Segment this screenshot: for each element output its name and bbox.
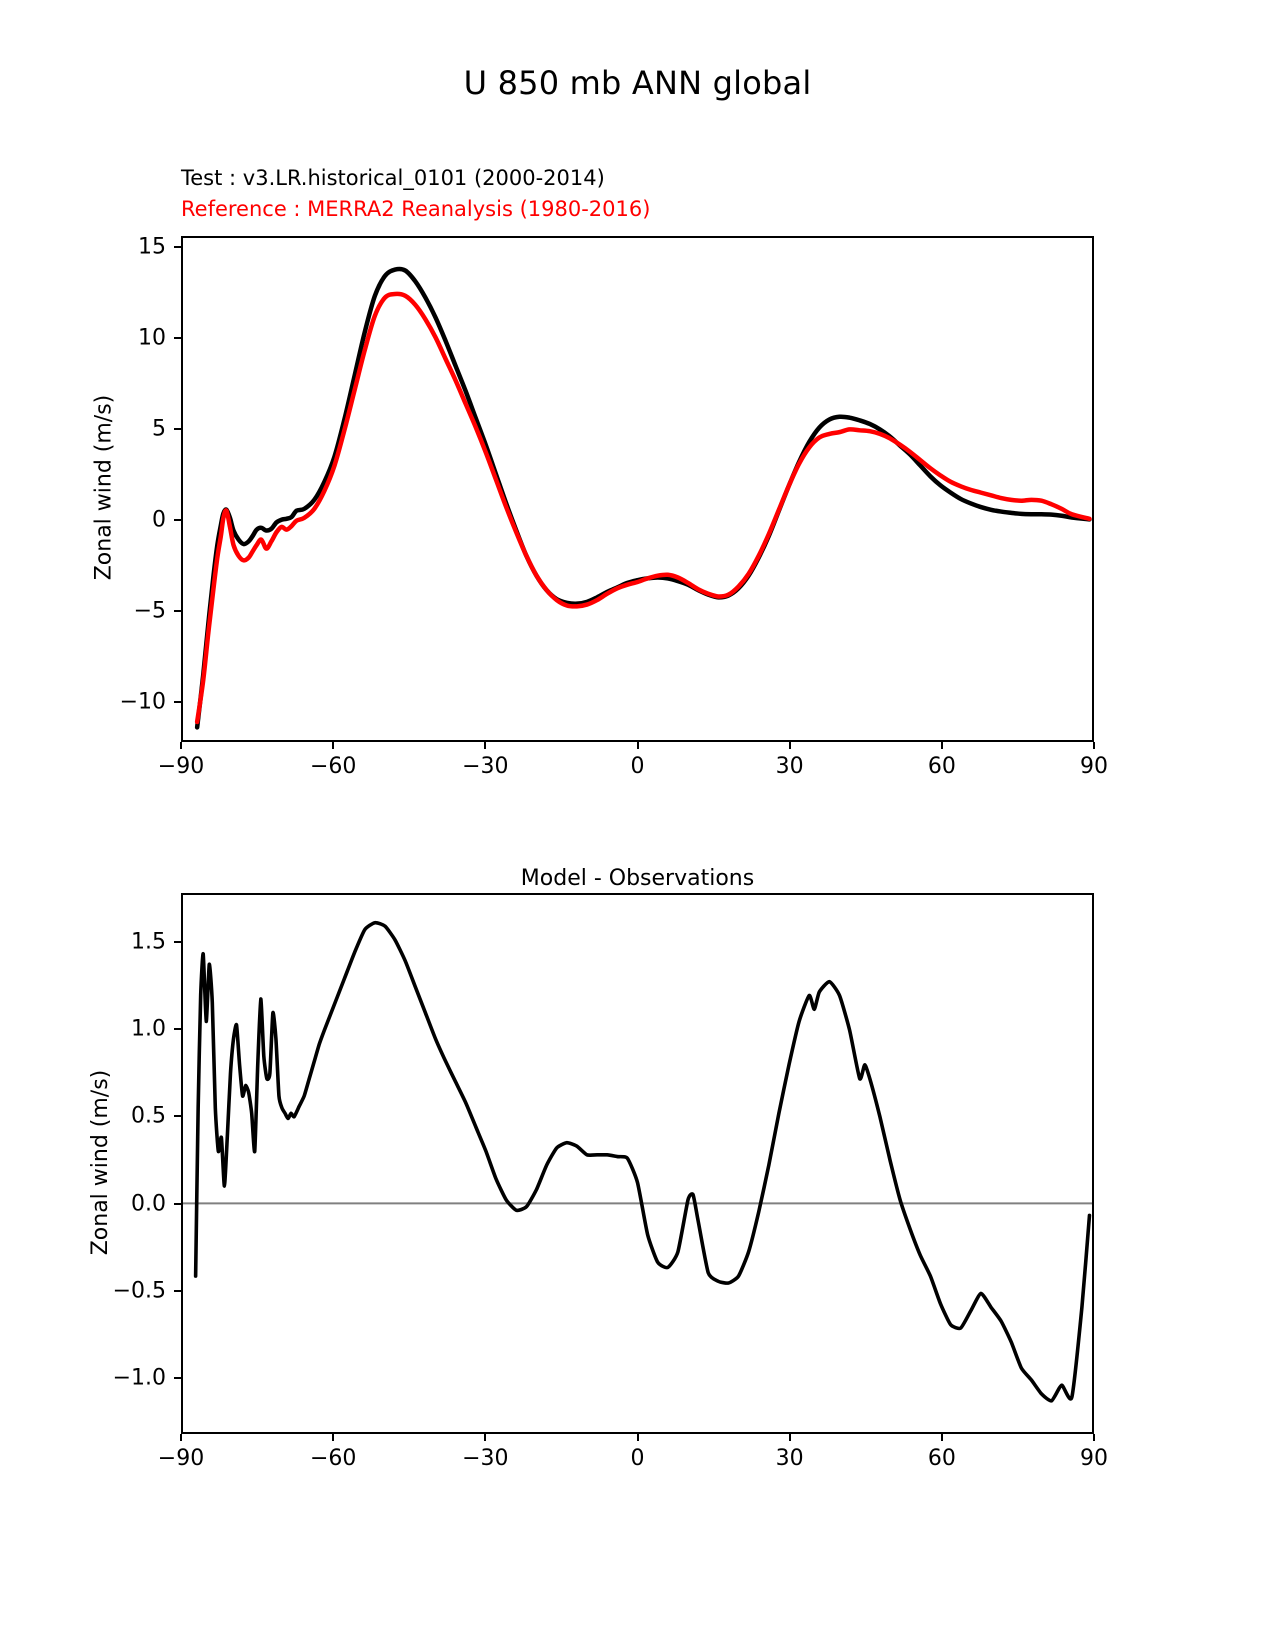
x-tick-label: 60	[927, 1446, 956, 1471]
x-tick-mark	[332, 742, 335, 749]
y-tick-label: 10	[138, 325, 166, 351]
x-tick-label: −30	[462, 754, 509, 779]
y-tick-label: 15	[138, 234, 166, 260]
y-tick-mark	[174, 1028, 181, 1031]
y-tick-label: 0	[152, 507, 166, 533]
x-tick-mark	[180, 1434, 182, 1441]
x-tick-label: 30	[775, 1446, 804, 1471]
legend-entry-reference: Reference : MERRA2 Reanalysis (1980-2016…	[181, 197, 651, 221]
x-tick-mark	[180, 742, 182, 749]
x-tick-label: −30	[462, 1446, 509, 1471]
x-tick-mark	[1093, 742, 1095, 749]
y-tick-mark	[174, 245, 181, 248]
y-tick-label: −1.0	[112, 1365, 166, 1391]
y-tick-label: −10	[119, 689, 166, 715]
y-tick-label: −0.5	[112, 1278, 166, 1304]
y-tick-mark	[174, 336, 181, 339]
legend: Test : v3.LR.historical_0101 (2000-2014)…	[181, 163, 650, 225]
x-tick-label: 0	[630, 1446, 645, 1471]
data-series-line-0	[196, 923, 1090, 1401]
top-panel-plot-area	[183, 238, 1092, 740]
top-panel-y-axis-label: Zonal wind (m/s)	[91, 394, 117, 581]
y-tick-label: 1.0	[131, 1016, 166, 1042]
y-tick-label: 1.5	[131, 929, 166, 955]
x-tick-label: 90	[1080, 754, 1108, 779]
x-tick-mark	[788, 742, 791, 749]
page-title: U 850 mb ANN global	[463, 64, 812, 102]
x-tick-label: 30	[775, 754, 804, 779]
y-tick-mark	[174, 1202, 181, 1205]
y-tick-mark	[174, 427, 181, 430]
x-tick-label: −90	[157, 1446, 205, 1471]
top-panel-axes	[181, 236, 1094, 742]
x-tick-label: 60	[927, 754, 956, 779]
x-tick-label: −90	[157, 754, 205, 779]
y-tick-label: −5	[133, 598, 166, 624]
y-tick-label: 0.5	[131, 1103, 166, 1129]
x-tick-mark	[788, 1434, 791, 1441]
x-tick-label: −60	[309, 1446, 357, 1471]
y-tick-mark	[174, 700, 181, 703]
bottom-panel-y-axis-label: Zonal wind (m/s)	[88, 1069, 113, 1255]
x-tick-mark	[940, 742, 943, 749]
x-tick-mark	[940, 1434, 943, 1441]
data-series-line-1	[197, 294, 1089, 722]
x-tick-mark	[1093, 1434, 1095, 1441]
x-tick-mark	[332, 1434, 335, 1441]
data-series-line-0	[197, 269, 1089, 727]
bottom-panel-axes	[181, 893, 1094, 1434]
legend-entry-test: Test : v3.LR.historical_0101 (2000-2014)	[181, 166, 605, 190]
x-tick-mark	[484, 742, 487, 749]
bottom-panel-plot-area	[183, 895, 1092, 1432]
x-tick-label: 90	[1080, 1446, 1108, 1471]
y-tick-mark	[174, 1115, 181, 1118]
x-tick-mark	[484, 1434, 487, 1441]
bottom-panel-subtitle: Model - Observations	[520, 866, 755, 891]
y-tick-label: 0.0	[131, 1191, 166, 1217]
y-tick-mark	[174, 518, 181, 521]
x-tick-mark	[636, 1434, 639, 1441]
x-tick-mark	[636, 742, 639, 749]
x-tick-label: 0	[630, 754, 645, 779]
y-tick-mark	[174, 940, 181, 943]
y-tick-label: 5	[152, 416, 166, 442]
y-tick-mark	[174, 1289, 181, 1292]
y-tick-mark	[174, 1377, 181, 1380]
x-tick-label: −60	[309, 754, 357, 779]
y-tick-mark	[174, 609, 181, 612]
